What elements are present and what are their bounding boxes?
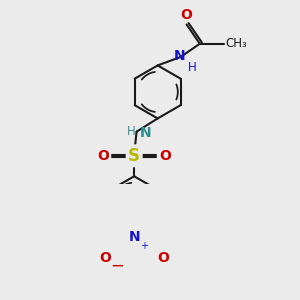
Text: O: O [157, 251, 169, 265]
Text: O: O [99, 251, 111, 265]
Text: N: N [128, 230, 140, 244]
Text: S: S [128, 147, 140, 165]
Text: H: H [188, 61, 197, 74]
Text: +: + [140, 241, 148, 251]
Text: N: N [173, 49, 185, 63]
Text: N: N [140, 126, 152, 140]
Text: H: H [127, 124, 135, 138]
Text: −: − [110, 256, 124, 274]
Text: O: O [98, 149, 110, 163]
Text: O: O [181, 8, 193, 22]
Text: O: O [159, 149, 171, 163]
Text: CH₃: CH₃ [226, 37, 247, 50]
